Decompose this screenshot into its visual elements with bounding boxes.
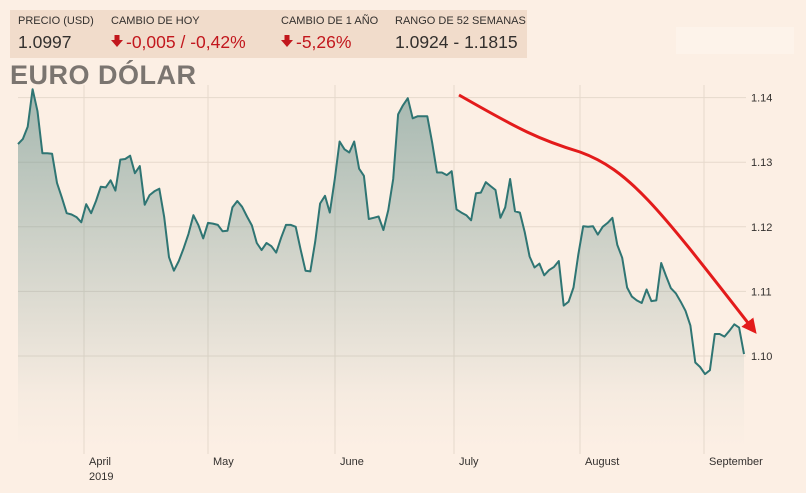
y-tick-label: 1.13	[751, 157, 772, 169]
stat-value-text: 1.0997	[18, 32, 72, 52]
stat-value-text: -0,005 / -0,42%	[126, 32, 246, 52]
x-tick-label: September	[709, 456, 763, 468]
arrow-down-icon	[111, 35, 123, 47]
y-tick-label: 1.14	[751, 93, 772, 105]
y-tick-label: 1.12	[751, 222, 772, 234]
x-tick-label: July	[459, 456, 479, 468]
stat-value: 1.0997	[18, 32, 72, 53]
chart-title: EURO DÓLAR	[10, 60, 197, 90]
stat-value: -0,005 / -0,42%	[111, 32, 246, 53]
x-tick-label: June	[340, 456, 364, 468]
x-tick-label: August	[585, 456, 619, 468]
stat-value-text: 1.0924 - 1.1815	[395, 32, 518, 52]
x-tick-label: April	[89, 456, 111, 468]
y-tick-label: 1.11	[751, 286, 772, 298]
series-area	[18, 89, 744, 448]
y-tick-label: 1.10	[751, 351, 772, 363]
stat-value: 1.0924 - 1.1815	[395, 32, 518, 53]
header-blank-panel	[676, 27, 794, 54]
stat-label: CAMBIO DE HOY	[111, 15, 200, 27]
stat-label: PRECIO (USD)	[18, 15, 94, 27]
stat-label: CAMBIO DE 1 AÑO	[281, 15, 379, 27]
stat-label: RANGO DE 52 SEMANAS	[395, 15, 526, 27]
stat-value-text: -5,26%	[296, 32, 352, 52]
arrow-down-icon	[281, 35, 293, 47]
x-year-label: 2019	[89, 471, 113, 483]
stats-bar: PRECIO (USD) 1.0997 CAMBIO DE HOY -0,005 / …	[10, 10, 527, 58]
trend-arrow	[458, 93, 757, 334]
stat-value: -5,26%	[281, 32, 351, 53]
x-tick-label: May	[213, 456, 234, 468]
series-line	[17, 88, 745, 376]
